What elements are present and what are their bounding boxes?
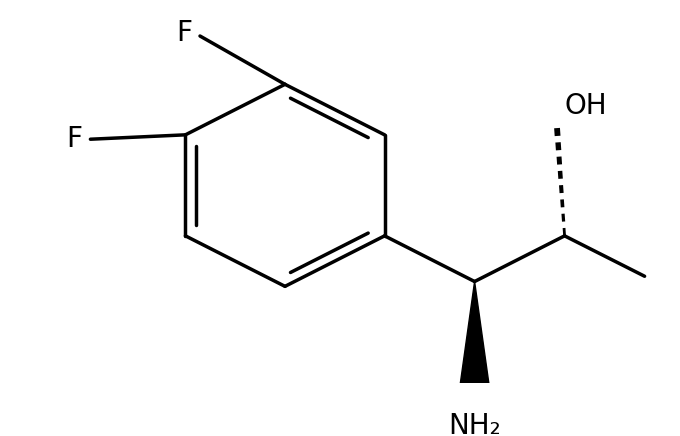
Text: F: F bbox=[67, 125, 82, 153]
Polygon shape bbox=[458, 282, 490, 396]
Text: OH: OH bbox=[564, 92, 607, 120]
Text: NH₂: NH₂ bbox=[448, 412, 501, 436]
Text: F: F bbox=[176, 19, 192, 48]
